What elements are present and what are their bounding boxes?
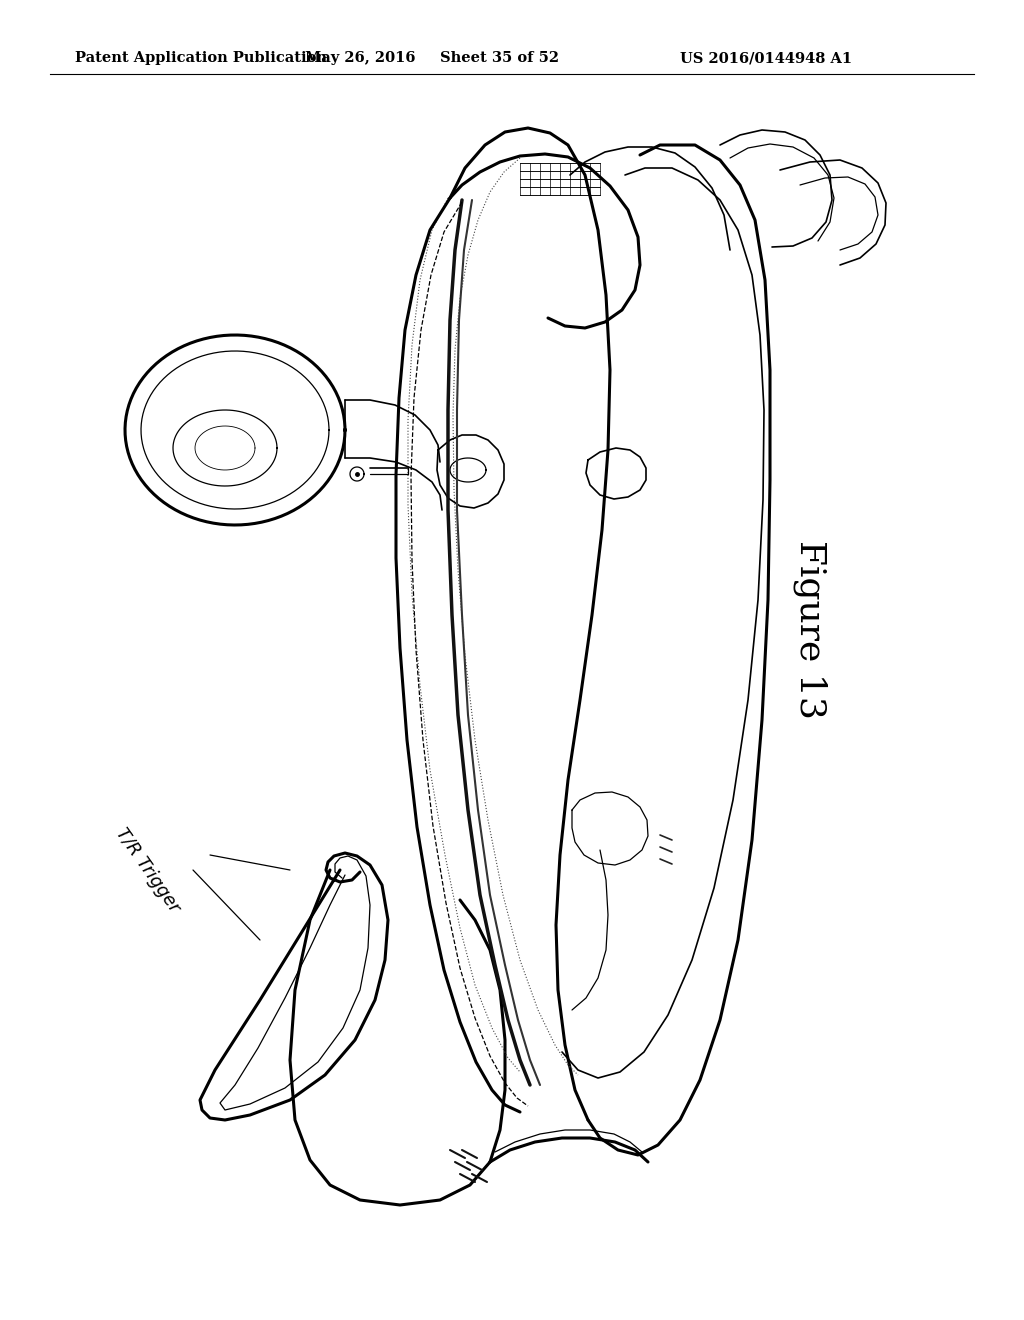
- Text: Figure 13: Figure 13: [793, 540, 827, 719]
- Text: Patent Application Publication: Patent Application Publication: [75, 51, 327, 65]
- Text: Sheet 35 of 52: Sheet 35 of 52: [440, 51, 559, 65]
- Text: US 2016/0144948 A1: US 2016/0144948 A1: [680, 51, 852, 65]
- Text: T/R Trigger: T/R Trigger: [113, 825, 183, 916]
- Text: May 26, 2016: May 26, 2016: [305, 51, 416, 65]
